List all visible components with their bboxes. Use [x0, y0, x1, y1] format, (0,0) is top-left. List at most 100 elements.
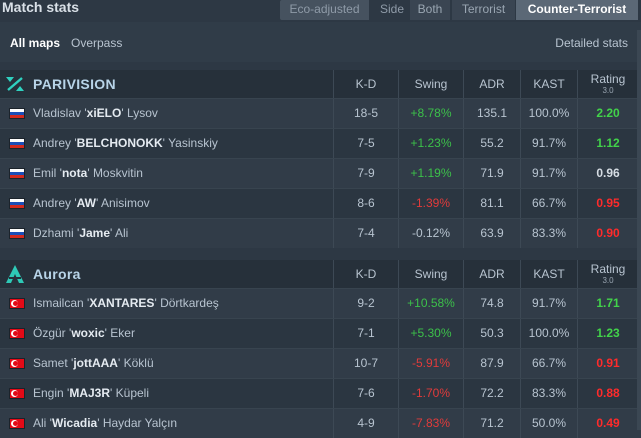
column-divider — [463, 189, 464, 218]
column-divider — [333, 129, 334, 158]
cell-kast: 83.3% — [531, 226, 567, 240]
map-tab-overpass[interactable]: Overpass — [71, 36, 123, 50]
player-last-name: ' Küpeli — [110, 386, 149, 400]
table-row[interactable]: Emil 'nota' Moskvitin 7-9 +1.19% 71.9 91.7% 0… — [0, 158, 641, 188]
player-name[interactable]: Engin 'MAJ3R' Küpeli — [33, 379, 149, 408]
table-row[interactable]: Özgür 'woxic' Eker 7-1 +5.30% 50.3 100.0% 1.2… — [0, 318, 641, 348]
column-divider — [333, 319, 334, 348]
side-option-terrorist[interactable]: Terrorist — [452, 0, 515, 20]
column-header-swing[interactable]: Swing — [414, 267, 448, 281]
rating-version: 3.0 — [602, 86, 614, 95]
player-first-name: Andrey ' — [33, 196, 77, 210]
player-last-name: ' Köklü — [117, 356, 154, 370]
player-last-name: ' Moskvitin — [87, 166, 143, 180]
player-name[interactable]: Samet 'jottAAA' Köklü — [33, 349, 154, 378]
player-name[interactable]: Andrey 'BELCHONOKK' Yasinskiy — [33, 129, 218, 158]
column-header-adr[interactable]: ADR — [479, 77, 505, 91]
cell-adr: 55.2 — [480, 136, 504, 150]
table-row[interactable]: Ali 'Wicadia' Haydar Yalçın 4-9 -7.83% 71.2… — [0, 408, 641, 438]
player-name[interactable]: Andrey 'AW' Anisimov — [33, 189, 150, 218]
cell-kd: 7-1 — [357, 326, 375, 340]
side-option-counter-terrorist[interactable]: Counter-Terrorist — [516, 0, 638, 20]
side-label: Side — [380, 2, 405, 16]
player-name[interactable]: Dzhami 'Jame' Ali — [33, 219, 128, 248]
column-divider — [520, 159, 521, 188]
table-row[interactable]: Samet 'jottAAA' Köklü 10-7 -5.91% 87.9 66.7%… — [0, 348, 641, 378]
player-name[interactable]: Vladislav 'xiELO' Lysov — [33, 99, 158, 128]
column-header-kast[interactable]: KAST — [533, 267, 565, 281]
column-divider — [398, 349, 399, 378]
scrollbar[interactable] — [637, 30, 641, 430]
cell-kast: 100.0% — [528, 106, 570, 120]
column-header-kd[interactable]: K-D — [355, 267, 377, 281]
cell-rating: 0.91 — [596, 356, 620, 370]
table-row[interactable]: Andrey 'AW' Anisimov 8-6 -1.39% 81.1 66.7% 0.… — [0, 188, 641, 218]
cell-kd: 7-5 — [357, 136, 375, 150]
table-row[interactable]: Vladislav 'xiELO' Lysov 18-5 +8.78% 135.1 10… — [0, 98, 641, 128]
cell-adr: 87.9 — [480, 356, 504, 370]
player-name[interactable]: Emil 'nota' Moskvitin — [33, 159, 143, 188]
cell-swing: -7.83% — [411, 416, 451, 430]
column-header-swing[interactable]: Swing — [414, 77, 448, 91]
table-row[interactable]: Engin 'MAJ3R' Küpeli 7-6 -1.70% 72.2 83.3% 0.… — [0, 378, 641, 408]
cell-kd: 8-6 — [357, 196, 375, 210]
column-divider — [577, 379, 578, 408]
cell-kd: 4-9 — [357, 416, 375, 430]
column-divider — [398, 129, 399, 158]
cell-swing: -5.91% — [411, 356, 451, 370]
player-last-name: ' Yasinskiy — [162, 136, 218, 150]
table-row[interactable]: Dzhami 'Jame' Ali 7-4 -0.12% 63.9 83.3% 0.90 — [0, 218, 641, 248]
player-first-name: Engin ' — [33, 386, 70, 400]
cell-swing: -1.39% — [411, 196, 451, 210]
column-divider — [463, 129, 464, 158]
player-last-name: ' Ali — [110, 226, 129, 240]
detailed-stats-link[interactable]: Detailed stats — [555, 36, 628, 50]
column-header-kast[interactable]: KAST — [533, 77, 565, 91]
cell-kast: 66.7% — [531, 196, 567, 210]
player-name[interactable]: Ali 'Wicadia' Haydar Yalçın — [33, 409, 177, 438]
cell-rating: 0.95 — [596, 196, 620, 210]
cell-swing: +1.23% — [410, 136, 452, 150]
player-first-name: Samet ' — [33, 356, 74, 370]
cell-kast: 91.7% — [531, 166, 567, 180]
player-nickname: xiELO — [86, 106, 122, 120]
flag-ru-icon — [9, 228, 25, 239]
player-nickname: nota — [61, 166, 88, 180]
column-divider — [463, 289, 464, 318]
team-header: Aurora K-D Swing ADR KAST Rating 3.0 — [0, 260, 641, 288]
cell-swing: -1.70% — [411, 386, 451, 400]
cell-kast: 50.0% — [531, 416, 567, 430]
column-header-adr[interactable]: ADR — [479, 267, 505, 281]
cell-swing: +5.30% — [410, 326, 452, 340]
match-stats-header: Match stats Eco-adjusted Side Both Terro… — [0, 0, 641, 20]
player-last-name: ' Anisimov — [96, 196, 150, 210]
column-divider — [520, 409, 521, 438]
player-name[interactable]: Özgür 'woxic' Eker — [33, 319, 135, 348]
column-header-rating[interactable]: Rating 3.0 — [578, 260, 638, 288]
column-header-kd[interactable]: K-D — [355, 77, 377, 91]
team-name[interactable]: PARIVISION — [33, 76, 116, 92]
cell-kd: 7-4 — [357, 226, 375, 240]
column-divider — [577, 219, 578, 248]
player-name[interactable]: Ismailcan 'XANTARES' Dörtkardeş — [33, 289, 219, 318]
column-header-rating[interactable]: Rating 3.0 — [578, 70, 638, 98]
player-first-name: Andrey ' — [33, 136, 77, 150]
player-last-name: ' Haydar Yalçın — [97, 416, 178, 430]
map-tab-all-maps[interactable]: All maps — [10, 36, 61, 50]
cell-adr: 74.8 — [480, 296, 504, 310]
player-nickname: Jame — [79, 226, 111, 240]
side-option-both[interactable]: Both — [410, 0, 450, 20]
team-name[interactable]: Aurora — [33, 266, 81, 282]
column-divider — [520, 349, 521, 378]
aurora-logo-icon — [6, 265, 24, 283]
cell-kd: 9-2 — [357, 296, 375, 310]
cell-rating: 0.96 — [596, 166, 620, 180]
table-row[interactable]: Ismailcan 'XANTARES' Dörtkardeş 9-2 +10.58… — [0, 288, 641, 318]
cell-rating: 0.88 — [596, 386, 620, 400]
column-divider — [398, 260, 399, 288]
column-divider — [520, 379, 521, 408]
cell-kd: 7-6 — [357, 386, 375, 400]
column-divider — [398, 219, 399, 248]
eco-adjusted-toggle[interactable]: Eco-adjusted — [280, 0, 369, 20]
table-row[interactable]: Andrey 'BELCHONOKK' Yasinskiy 7-5 +1.23% 55… — [0, 128, 641, 158]
